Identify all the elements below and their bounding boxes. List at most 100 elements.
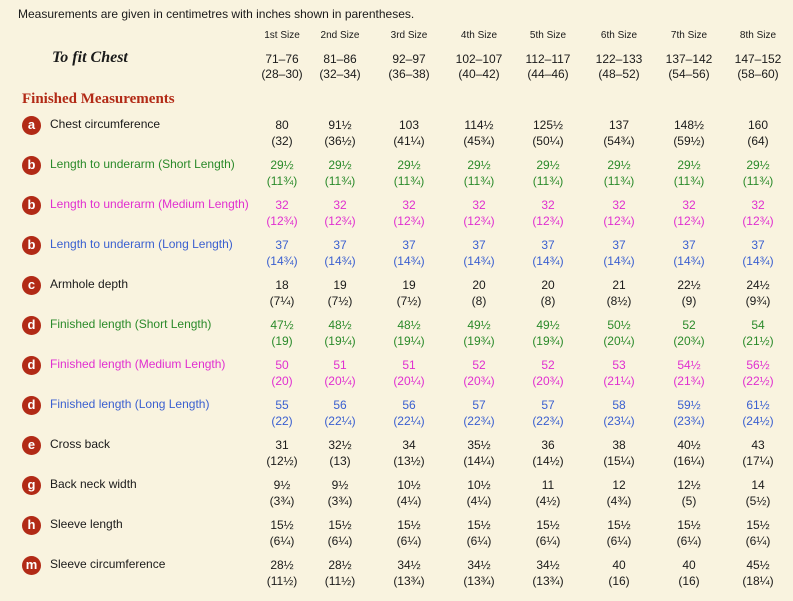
measurement-value: 18 (7¼) [269,278,295,308]
measurement-value: 55 (22) [271,398,293,428]
size-header: 3rd Size [390,30,428,41]
letter-badge: b [22,196,41,215]
measurement-value: 29½ (11¾) [393,158,425,188]
measurement-value: 20 (8) [540,278,556,308]
measurement-label: Sleeve length [50,517,123,531]
measurement-value: 61½ (24½) [742,398,774,428]
measurement-value: 56½ (22½) [742,358,774,388]
measurement-label: Length to underarm (Medium Length) [50,197,249,211]
measurement-row: b Length to underarm (Short Length) 29½ (11… [0,156,793,196]
measurement-value: 45½ (18¼) [742,558,774,588]
measurement-value: 34½ (13¾) [463,558,495,588]
size-header: 2nd Size [320,30,360,41]
measurement-label: Cross back [50,437,111,451]
measurement-value: 15½ (6¼) [466,518,492,548]
letter-badge: e [22,436,41,455]
measurement-value: 19 (7½) [396,278,422,308]
measurement-value: 15½ (6¼) [327,518,353,548]
measurement-label: Finished length (Long Length) [50,397,210,411]
measurement-value: 56 (22¼) [393,398,425,428]
size-header: 1st Size [264,30,300,41]
letter-badge: a [22,116,41,135]
measurement-value: 34½ (13¾) [532,558,564,588]
measurement-value: 24½ (9¾) [745,278,771,308]
measurement-value: 47½ (19) [270,318,294,348]
measurement-value: 32 (12¾) [266,198,298,228]
measurement-value: 37 (14¾) [463,238,495,268]
measurement-value: 32 (12¾) [742,198,774,228]
measurement-value: 15½ (6¼) [396,518,422,548]
measurement-value: 29½ (11¾) [532,158,564,188]
measurement-value: 14 (5½) [745,478,771,508]
measurement-value: 56 (22¼) [324,398,356,428]
measurement-value: 37 (14¾) [324,238,356,268]
measurement-value: 21 (8½) [606,278,632,308]
measurement-value: 37 (14¾) [532,238,564,268]
measurement-value: 15½ (6¼) [606,518,632,548]
measurement-value: 160 (64) [747,118,769,148]
measurement-value: 37 (14¾) [673,238,705,268]
measurement-value: 54 (21½) [742,318,774,348]
measurement-value: 31 (12½) [266,438,298,468]
measurement-value: 12 (4¾) [606,478,632,508]
measurement-row: d Finished length (Long Length) 55 (22) 56 (2… [0,396,793,436]
measurement-label: Armhole depth [50,277,129,291]
measurement-label: Length to underarm (Long Length) [50,237,233,251]
measurement-value: 57 (22¾) [532,398,564,428]
measurement-label: Chest circumference [50,117,161,131]
measurement-value: 28½ (11½) [324,558,356,588]
letter-badge: h [22,516,41,535]
measurement-value: 10½ (4¼) [396,478,422,508]
measurement-value: 49½ (19¾) [463,318,495,348]
measurement-value: 29½ (11¾) [324,158,356,188]
letter-badge: d [22,396,41,415]
measurement-value: 54½ (21¾) [673,358,705,388]
measurement-value: 15½ (6¼) [535,518,561,548]
measurement-row: m Sleeve circumference 28½ (11½) 28½ (11½) 34½… [0,556,793,596]
letter-badge: c [22,276,41,295]
to-fit-value: 137–142 (54–56) [665,52,713,81]
measurement-value: 57 (22¾) [463,398,495,428]
measurement-value: 50½ (20¼) [603,318,635,348]
measurement-value: 20 (8) [471,278,487,308]
measurement-value: 29½ (11¾) [266,158,298,188]
size-header: 4th Size [460,30,498,41]
letter-badge: d [22,356,41,375]
measurement-label: Back neck width [50,477,137,491]
measurement-value: 37 (14¾) [266,238,298,268]
measurement-value: 32 (12¾) [463,198,495,228]
measurement-value: 38 (15¼) [603,438,635,468]
measurement-value: 137 (54¾) [603,118,635,148]
measurement-row: a Chest circumference 80 (32) 91½ (36½) 103 (41… [0,116,793,156]
measurement-value: 52 (20¾) [673,318,705,348]
measurement-value: 32 (12¾) [673,198,705,228]
measurement-value: 32 (12¾) [393,198,425,228]
measurement-value: 29½ (11¾) [742,158,774,188]
measurement-value: 40½ (16¼) [673,438,705,468]
to-fit-value: 92–97 (36–38) [388,52,430,81]
measurement-value: 32 (12¾) [532,198,564,228]
letter-badge: d [22,316,41,335]
measurement-row: g Back neck width 9½ (3¾) 9½ (3¾) 10½ (4¼) 10½ (4… [0,476,793,516]
measurement-value: 58 (23¼) [603,398,635,428]
measurement-value: 9½ (3¾) [327,478,353,508]
section-title: Finished Measurements [22,91,175,107]
measurement-value: 36 (14½) [532,438,564,468]
to-fit-value: 81–86 (32–34) [319,52,361,81]
measurement-value: 48½ (19¼) [393,318,425,348]
size-header: 8th Size [739,30,777,41]
measurement-value: 53 (21¼) [603,358,635,388]
measurement-row: c Armhole depth 18 (7¼) 19 (7½) 19 (7½) 20 (8) 20(… [0,276,793,316]
to-fit-value: 71–76 (28–30) [261,52,303,81]
measurement-value: 49½ (19¾) [532,318,564,348]
measurement-row: b Length to underarm (Medium Length) 32 (12… [0,196,793,236]
measurement-value: 37 (14¾) [393,238,425,268]
measurement-value: 59½ (23¾) [673,398,705,428]
measurement-value: 52 (20¾) [463,358,495,388]
measurement-value: 51 (20¼) [324,358,356,388]
size-header: 7th Size [670,30,708,41]
measurement-value: 29½ (11¾) [603,158,635,188]
measurement-value: 40 (16) [608,558,630,588]
measurement-value: 52 (20¾) [532,358,564,388]
measurement-value: 35½ (14¼) [463,438,495,468]
